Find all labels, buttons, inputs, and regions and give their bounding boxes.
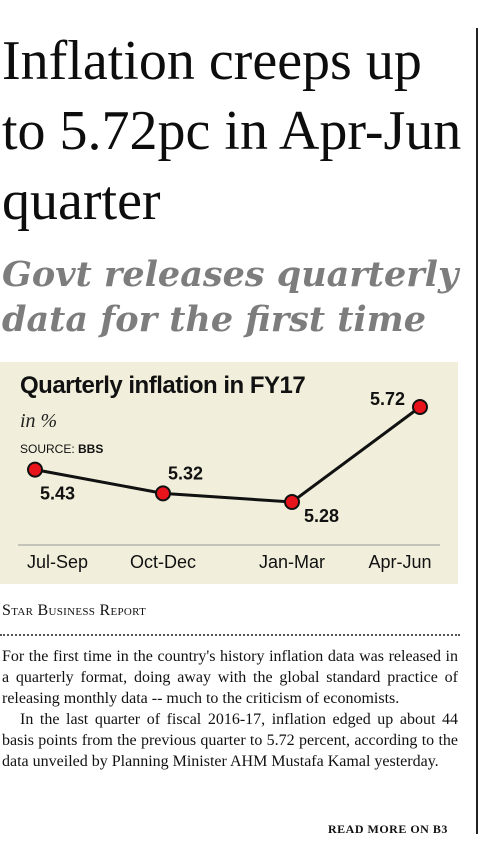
data-label-jan-mar: 5.28 <box>304 506 339 526</box>
chart-canvas: 5.43 Jul-Sep 5.32 Oct-Dec 5.28 Jan-Mar 5.72 Apr… <box>18 389 440 572</box>
x-tick-label-oct-dec: Oct-Dec <box>130 552 196 572</box>
chart-source: SOURCE: BBS <box>20 442 103 456</box>
read-more-link[interactable]: READ MORE ON B3 <box>328 822 448 836</box>
x-tick-label-jan-mar: Jan-Mar <box>259 552 325 572</box>
data-label-jul-sep: 5.43 <box>40 484 75 504</box>
data-point-oct-dec <box>155 485 171 502</box>
chart-title: Quarterly inflation in FY17 <box>20 372 306 399</box>
x-tick-label-apr-jun: Apr-Jun <box>368 552 431 572</box>
paragraph-2: In the last quarter of fiscal 2016-17, i… <box>2 711 458 770</box>
inflation-chart: 5.43 Jul-Sep 5.32 Oct-Dec 5.28 Jan-Mar 5.72 Apr… <box>0 362 458 584</box>
byline: Star Business Report <box>2 602 147 619</box>
data-label-apr-jun: 5.72 <box>370 389 405 409</box>
data-label-oct-dec: 5.32 <box>168 463 203 483</box>
data-point-jan-mar <box>284 494 300 510</box>
subheadline: Govt releases quarterly data for the fir… <box>2 254 459 340</box>
inflation-series-line <box>34 405 421 504</box>
chart-source-prefix: SOURCE: <box>20 442 79 456</box>
data-point-apr-jun <box>412 399 428 415</box>
column-divider <box>476 28 478 834</box>
article-body: For the first time in the country's hist… <box>2 646 458 772</box>
x-tick-label-jul-sep: Jul-Sep <box>27 552 88 572</box>
headline: Inflation creeps up to 5.72pc in Apr-Jun… <box>2 30 462 232</box>
chart-source-name: BBS <box>78 442 104 456</box>
chart-unit-label: in % <box>20 410 58 432</box>
dotted-divider <box>0 634 460 636</box>
data-point-jul-sep <box>27 461 43 478</box>
paragraph-1: For the first time in the country's hist… <box>2 648 458 707</box>
